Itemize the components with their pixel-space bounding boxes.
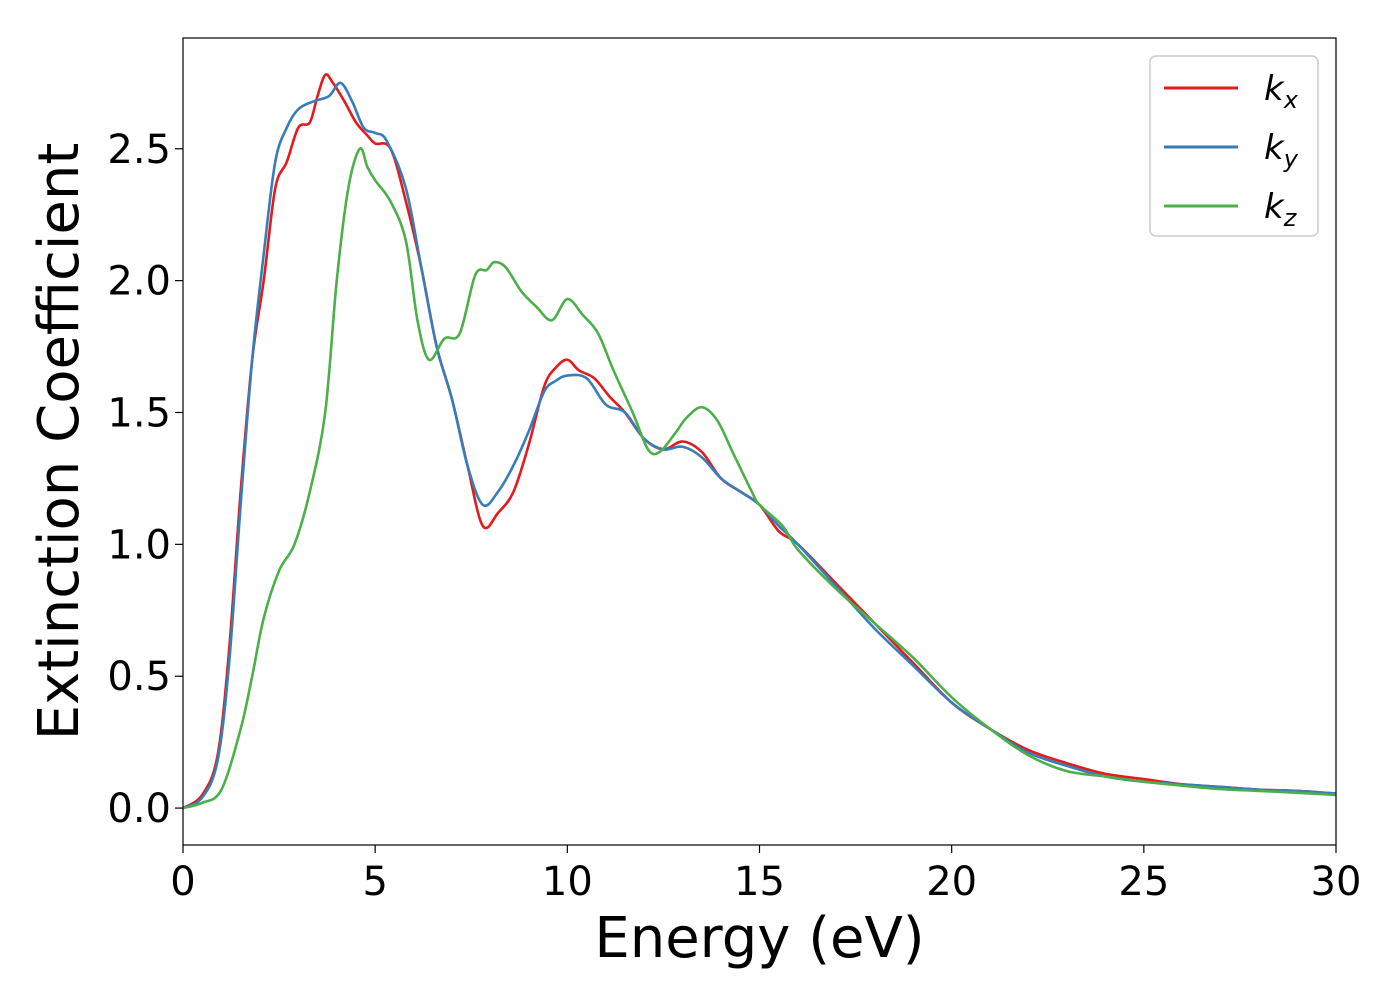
legend-label-kz: kz — [1264, 187, 1298, 232]
series-layer — [183, 73, 1336, 810]
x-tick-label: 5 — [362, 859, 387, 905]
y-axis-label: Extinction Coefficient — [27, 143, 92, 741]
series-line-kz — [183, 147, 1336, 810]
y-axis: 0.0 0.5 1.0 1.5 2.0 2.5 — [107, 127, 183, 832]
x-tick-label: 30 — [1311, 859, 1362, 905]
y-tick-label: 0.0 — [107, 786, 171, 832]
y-tick-label: 1.0 — [107, 522, 171, 568]
x-tick-label: 10 — [542, 859, 593, 905]
x-tick-label: 25 — [1118, 859, 1169, 905]
y-tick-label: 1.5 — [107, 390, 171, 436]
x-axis-label: Energy (eV) — [594, 906, 924, 971]
y-tick-label: 2.0 — [107, 259, 171, 305]
x-tick-label: 0 — [170, 859, 195, 905]
y-tick-label: 0.5 — [107, 654, 171, 700]
legend-label-ky: ky — [1264, 128, 1299, 173]
x-axis: 0 5 10 15 20 25 30 — [170, 845, 1361, 905]
legend-label-kx: kx — [1264, 69, 1299, 114]
legend: kx ky kz — [1149, 55, 1319, 237]
x-tick-label: 20 — [926, 859, 977, 905]
y-tick-label: 2.5 — [107, 127, 171, 173]
x-tick-label: 15 — [734, 859, 785, 905]
